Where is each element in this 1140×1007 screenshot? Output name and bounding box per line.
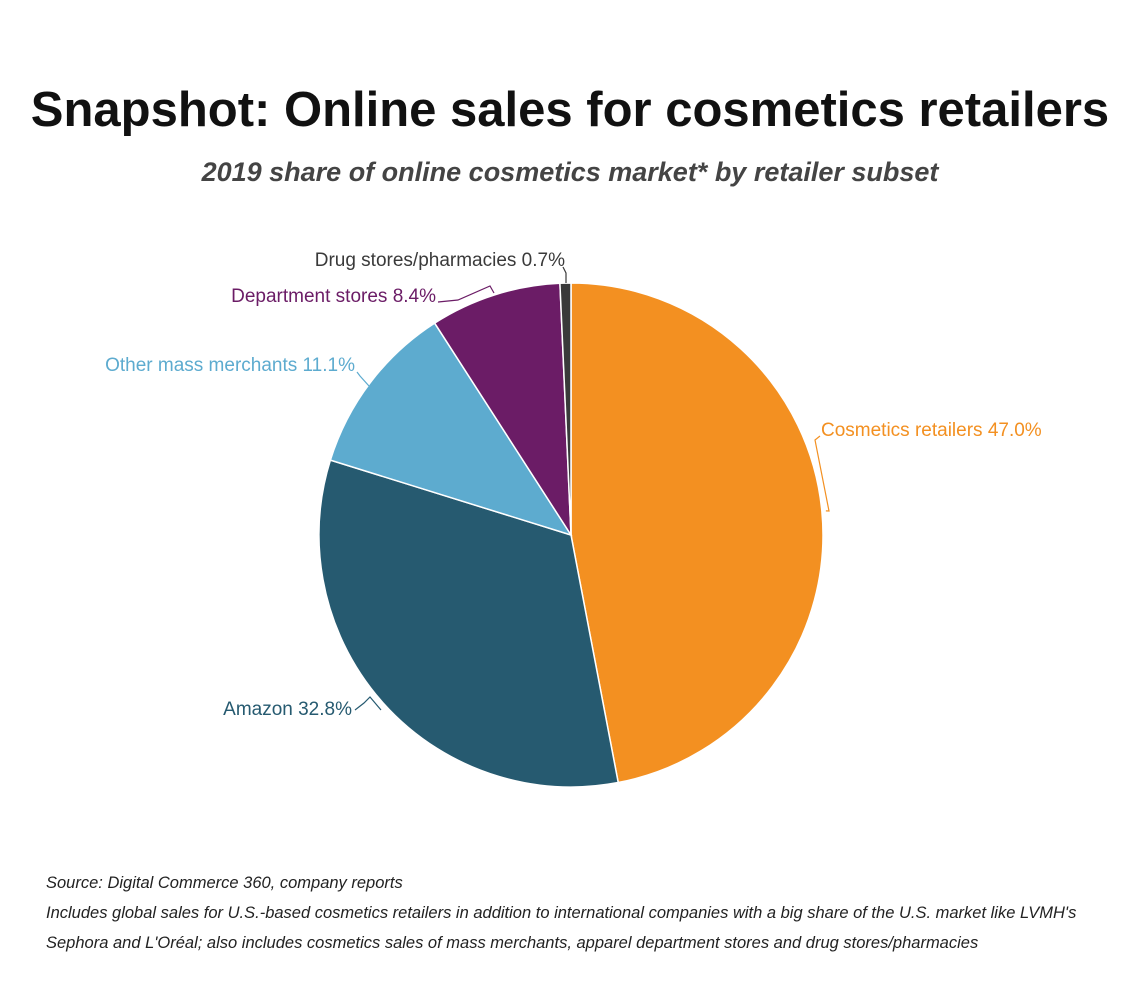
slice-label-drug-stores-pharmacies: Drug stores/pharmacies 0.7% <box>315 250 565 271</box>
slice-label-department-stores: Department stores 8.4% <box>231 286 436 307</box>
chart-title: Snapshot: Online sales for cosmetics ret… <box>30 83 1110 137</box>
label-connectors <box>354 266 830 711</box>
connector-department-stores <box>437 285 495 303</box>
footnotes: Source: Digital Commerce 360, company re… <box>46 868 1106 958</box>
pie-slice-department-stores <box>433 282 572 538</box>
pie-slice-other-mass-merchants <box>329 322 573 537</box>
slice-label-cosmetics-retailers: Cosmetics retailers 47.0% <box>821 420 1042 441</box>
pie-slice-drug-stores-pharmacies <box>559 282 572 536</box>
chart-subtitle: 2019 share of online cosmetics market* b… <box>201 157 939 187</box>
pie-chart: Cosmetics retailers 47.0% Amazon 32.8% Oth… <box>105 250 1042 788</box>
pie-slice-cosmetics-retailers <box>570 282 824 784</box>
slice-label-amazon: Amazon 32.8% <box>223 699 352 720</box>
methodology-note: Includes global sales for U.S.-based cos… <box>46 904 1077 952</box>
slice-label-other-mass-merchants: Other mass merchants 11.1% <box>105 355 355 376</box>
connector-other-mass-merchants <box>356 371 370 387</box>
connector-drug-stores-pharmacies <box>562 266 567 283</box>
pie-slices <box>318 282 824 788</box>
source-note: Source: Digital Commerce 360, company re… <box>46 874 403 892</box>
slice-labels: Cosmetics retailers 47.0% Amazon 32.8% Oth… <box>105 250 1042 720</box>
connector-amazon <box>354 696 382 711</box>
pie-slice-amazon <box>318 459 620 788</box>
connector-cosmetics-retailers <box>814 435 830 512</box>
